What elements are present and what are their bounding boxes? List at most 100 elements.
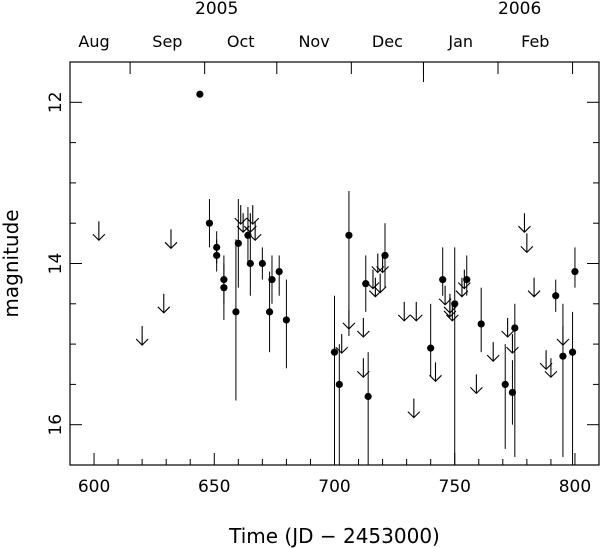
month-label: Sep (152, 32, 182, 51)
month-label: Aug (78, 32, 109, 51)
upper-limit-arrow (335, 334, 349, 354)
y-tick-label: 16 (46, 414, 66, 436)
data-point (451, 300, 459, 308)
arrow-head (157, 306, 171, 314)
upper-limit-arrow (342, 309, 356, 330)
data-point (220, 276, 228, 284)
x-tick-label: 800 (559, 477, 591, 497)
error-bars (208, 190, 576, 465)
data-point (213, 243, 221, 251)
data-point (501, 380, 509, 388)
arrow-head (371, 266, 385, 274)
data-point (559, 352, 567, 360)
upper-limit-arrow (164, 229, 178, 250)
data-point (268, 276, 276, 284)
data-point (508, 388, 517, 397)
upper-limit-arrow (445, 301, 459, 322)
data-point (330, 348, 339, 356)
arrow-head (455, 290, 469, 298)
data-point (463, 276, 471, 284)
month-label: Nov (298, 32, 329, 51)
arrow-head (501, 330, 515, 338)
upper-limit-arrow (234, 205, 248, 225)
arrow-head (443, 310, 457, 318)
upper-limit-arrow (371, 253, 385, 274)
upper-limit-arrow (438, 285, 452, 306)
arrow-head (366, 282, 380, 290)
arrow-head (368, 290, 382, 298)
arrow-head (539, 362, 553, 370)
data-point (282, 316, 291, 324)
arrow-head (243, 225, 257, 233)
upper-limit-arrow (506, 334, 519, 354)
upper-limit-arrow (373, 273, 387, 294)
upper-limit-arrow (518, 213, 531, 233)
arrow-head (527, 290, 541, 298)
arrow-head (335, 346, 349, 354)
data-point (477, 320, 485, 328)
arrow-head (486, 354, 500, 362)
year-label: 2006 (498, 0, 541, 19)
data-point (234, 239, 242, 247)
data-point (568, 348, 577, 356)
upper-limit-arrow (539, 350, 553, 370)
arrow-head (234, 217, 248, 225)
data-point (213, 251, 221, 260)
upper-limit-arrow (92, 221, 106, 242)
year-label: 2005 (195, 0, 238, 19)
data-point (362, 280, 370, 288)
arrow-head (429, 374, 442, 383)
arrow-head (397, 314, 411, 322)
upper-limit-arrow (376, 253, 389, 274)
upper-limit-arrow (501, 317, 515, 338)
data-point (364, 392, 372, 401)
upper-limit-arrow (248, 221, 262, 242)
data-point (244, 231, 252, 239)
arrow-head (506, 346, 519, 354)
upper-limits (92, 205, 570, 419)
x-axis-title: Time (JD − 2453000) (228, 524, 440, 548)
upper-limit-arrow (457, 269, 471, 290)
data-point (220, 284, 228, 292)
x-tick-label: 700 (318, 477, 350, 497)
data-point (439, 276, 447, 284)
upper-limit-arrow (243, 213, 257, 233)
upper-limit-arrow (409, 301, 423, 322)
arrow-head (248, 233, 262, 242)
data-point (381, 251, 389, 260)
y-tick-label: 14 (46, 253, 66, 275)
detections (196, 90, 579, 401)
upper-limit-arrow (486, 342, 500, 362)
month-label: Dec (372, 32, 403, 51)
data-point (246, 259, 254, 268)
data-point (335, 380, 343, 388)
upper-limit-arrow (469, 374, 483, 395)
x-tick-label: 600 (78, 477, 110, 497)
arrow-head (246, 217, 260, 225)
arrow-head (236, 225, 250, 233)
data-point (265, 308, 274, 316)
arrow-head (356, 330, 370, 338)
data-point (345, 231, 353, 239)
upper-limit-arrow (356, 358, 370, 379)
upper-limit-arrow (443, 297, 457, 318)
month-label: Oct (227, 32, 255, 51)
arrow-head (356, 370, 370, 379)
arrow-head (556, 338, 570, 346)
arrow-head (457, 282, 471, 290)
arrow-head (342, 322, 356, 330)
arrow-head (373, 286, 387, 294)
arrow-head (376, 266, 389, 274)
arrow-head (407, 411, 421, 419)
upper-limit-arrow (135, 326, 149, 346)
arrow-head (135, 338, 149, 346)
arrow-head (164, 241, 178, 250)
arrow-head (438, 298, 452, 306)
upper-limit-arrow (544, 358, 558, 379)
data-point (571, 267, 579, 276)
arrow-head (445, 314, 459, 322)
data-point (552, 292, 560, 300)
arrow-head (469, 387, 483, 395)
data-point (205, 219, 214, 227)
